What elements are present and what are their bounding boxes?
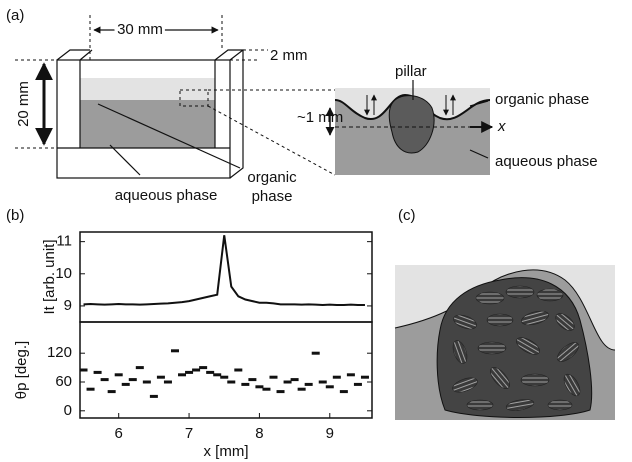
data-point <box>361 376 369 379</box>
data-point <box>101 378 109 381</box>
y-tick-label: 0 <box>64 402 72 419</box>
data-point <box>143 381 151 384</box>
data-point <box>262 388 270 391</box>
data-point <box>305 383 313 386</box>
organic-label: phase <box>252 188 293 205</box>
panel-label: (b) <box>6 207 24 224</box>
x-tick-label: 9 <box>326 425 334 442</box>
data-point <box>347 373 355 376</box>
data-point <box>255 385 263 388</box>
data-point <box>291 378 299 381</box>
data-point <box>122 383 130 386</box>
panel-label: (a) <box>6 7 24 24</box>
data-point <box>192 369 200 372</box>
data-point <box>354 383 362 386</box>
data-point <box>248 378 256 381</box>
data-point <box>326 385 334 388</box>
data-point <box>129 378 137 381</box>
x-tick-label: 7 <box>185 425 193 442</box>
pillar-label: pillar <box>395 63 427 80</box>
axis-label: x <box>497 118 506 135</box>
x-axis-label: x [mm] <box>204 443 249 460</box>
organic-label: organic <box>247 169 297 186</box>
data-point <box>185 371 193 374</box>
data-line <box>84 235 365 305</box>
data-point <box>157 376 165 379</box>
data-point <box>206 371 214 374</box>
data-point <box>298 388 306 391</box>
thickness-label: 2 mm <box>270 47 308 64</box>
data-point <box>277 390 285 393</box>
data-point <box>94 371 102 374</box>
data-point <box>115 373 123 376</box>
y-tick-label: 120 <box>47 344 72 361</box>
data-point <box>108 390 116 393</box>
figure: (a) 30 mm 2 mm 20 mm aqueous phase organ… <box>0 0 632 462</box>
aqueous-label: aqueous phase <box>115 187 218 204</box>
y-axis-label: θp [deg.] <box>13 341 30 399</box>
data-point <box>333 376 341 379</box>
y-axis-label: It [arb. unit] <box>41 239 58 314</box>
interface-inset <box>330 80 492 175</box>
data-point <box>171 349 179 352</box>
cell-diagram <box>15 15 335 178</box>
data-point <box>80 369 88 372</box>
panel-label: (c) <box>398 207 416 224</box>
data-point <box>136 366 144 369</box>
data-point <box>220 376 228 379</box>
width-label: 30 mm <box>117 21 163 38</box>
step-label: ~1 mm <box>297 109 343 126</box>
data-point <box>340 390 348 393</box>
plot-frame <box>80 322 372 418</box>
data-point <box>284 381 292 384</box>
data-point <box>227 381 235 384</box>
data-point <box>164 381 172 384</box>
data-point <box>241 383 249 386</box>
data-point <box>87 388 95 391</box>
pillar-diagram <box>395 265 615 420</box>
y-tick-label: 60 <box>55 373 72 390</box>
data-point <box>178 373 186 376</box>
x-tick-label: 6 <box>115 425 123 442</box>
x-tick-label: 8 <box>255 425 263 442</box>
data-point <box>199 366 207 369</box>
height-label: 20 mm <box>15 81 32 127</box>
data-point <box>234 369 242 372</box>
y-tick-label: 11 <box>56 233 72 250</box>
data-point <box>150 395 158 398</box>
data-point <box>213 373 221 376</box>
data-point <box>269 376 277 379</box>
data-point <box>312 352 320 355</box>
data-point <box>319 381 327 384</box>
y-tick-label: 9 <box>64 297 72 314</box>
organic-phase-label: organic phase <box>495 91 589 108</box>
aqueous-phase-label: aqueous phase <box>495 153 598 170</box>
